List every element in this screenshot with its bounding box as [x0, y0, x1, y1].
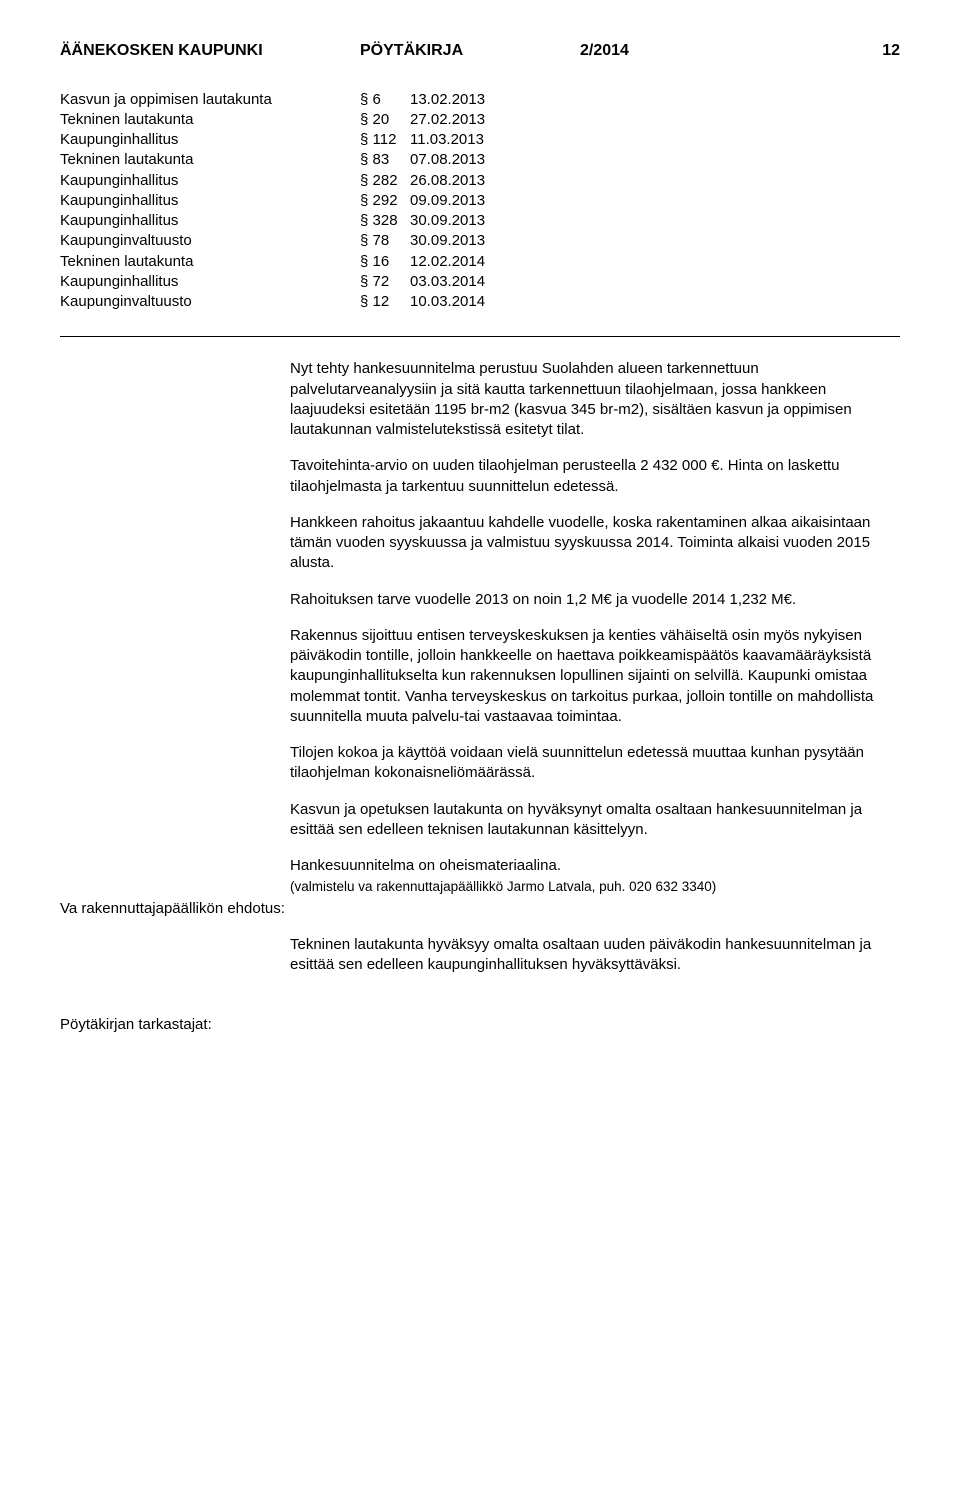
meeting-section: § 6 — [360, 90, 410, 110]
paragraph: Hankesuunnitelma on oheismateriaalina. — [290, 856, 890, 876]
meeting-name: Kaupunginhallitus — [60, 171, 360, 191]
paragraph: Tekninen lautakunta hyväksyy omalta osal… — [290, 935, 890, 976]
body-content: Nyt tehty hankesuunnitelma perustuu Suol… — [290, 359, 890, 876]
meeting-name: Kaupunginhallitus — [60, 211, 360, 231]
meeting-date: 26.08.2013 — [410, 171, 530, 191]
paragraph: Tilojen kokoa ja käyttöä voidaan vielä s… — [290, 743, 890, 784]
meeting-date: 10.03.2014 — [410, 292, 530, 312]
meeting-name: Tekninen lautakunta — [60, 252, 360, 272]
paragraph: Kasvun ja opetuksen lautakunta on hyväks… — [290, 800, 890, 841]
meeting-row: Kaupunginvaltuusto § 78 30.09.2013 — [60, 231, 900, 251]
proposal-content: Tekninen lautakunta hyväksyy omalta osal… — [290, 935, 890, 976]
paragraph: Tavoitehinta-arvio on uuden tilaohjelman… — [290, 456, 890, 497]
meeting-row: Kaupunginhallitus § 292 09.09.2013 — [60, 191, 900, 211]
meeting-date: 27.02.2013 — [410, 110, 530, 130]
meeting-date: 30.09.2013 — [410, 211, 530, 231]
meeting-date: 11.03.2013 — [410, 130, 530, 150]
proposer-label: Va rakennuttajapäällikön ehdotus: — [60, 899, 900, 919]
meeting-date: 13.02.2013 — [410, 90, 530, 110]
meeting-row: Kasvun ja oppimisen lautakunta § 6 13.02… — [60, 90, 900, 110]
header-page: 12 — [700, 40, 900, 62]
divider-line — [60, 336, 900, 337]
meeting-section: § 328 — [360, 211, 410, 231]
meeting-date: 09.09.2013 — [410, 191, 530, 211]
header-issue: 2/2014 — [580, 40, 700, 62]
meeting-section: § 12 — [360, 292, 410, 312]
meeting-section: § 72 — [360, 272, 410, 292]
meeting-name: Kaupunginhallitus — [60, 191, 360, 211]
meeting-section: § 292 — [360, 191, 410, 211]
meeting-section: § 16 — [360, 252, 410, 272]
meeting-date: 07.08.2013 — [410, 150, 530, 170]
meeting-date: 12.02.2014 — [410, 252, 530, 272]
paragraph: Nyt tehty hankesuunnitelma perustuu Suol… — [290, 359, 890, 440]
meeting-section: § 282 — [360, 171, 410, 191]
meeting-row: Tekninen lautakunta § 20 27.02.2013 — [60, 110, 900, 130]
meeting-row: Kaupunginvaltuusto § 12 10.03.2014 — [60, 292, 900, 312]
meeting-row: Kaupunginhallitus § 72 03.03.2014 — [60, 272, 900, 292]
footer-label: Pöytäkirjan tarkastajat: — [60, 1015, 900, 1035]
paragraph: Rahoituksen tarve vuodelle 2013 on noin … — [290, 590, 890, 610]
meeting-name: Kasvun ja oppimisen lautakunta — [60, 90, 360, 110]
meeting-row: Kaupunginhallitus § 282 26.08.2013 — [60, 171, 900, 191]
meeting-row: Tekninen lautakunta § 16 12.02.2014 — [60, 252, 900, 272]
meeting-name: Kaupunginvaltuusto — [60, 292, 360, 312]
meeting-row: Tekninen lautakunta § 83 07.08.2013 — [60, 150, 900, 170]
meeting-section: § 83 — [360, 150, 410, 170]
meeting-name: Kaupunginhallitus — [60, 130, 360, 150]
meeting-list: Kasvun ja oppimisen lautakunta § 6 13.02… — [60, 90, 900, 313]
meeting-section: § 20 — [360, 110, 410, 130]
header-doc-type: PÖYTÄKIRJA — [360, 40, 580, 62]
meeting-date: 30.09.2013 — [410, 231, 530, 251]
meeting-name: Tekninen lautakunta — [60, 110, 360, 130]
meeting-section: § 78 — [360, 231, 410, 251]
meeting-date: 03.03.2014 — [410, 272, 530, 292]
meeting-name: Kaupunginvaltuusto — [60, 231, 360, 251]
meeting-name: Tekninen lautakunta — [60, 150, 360, 170]
paragraph: Rakennus sijoittuu entisen terveyskeskuk… — [290, 626, 890, 727]
meeting-name: Kaupunginhallitus — [60, 272, 360, 292]
meeting-row: Kaupunginhallitus § 112 11.03.2013 — [60, 130, 900, 150]
meeting-row: Kaupunginhallitus § 328 30.09.2013 — [60, 211, 900, 231]
paragraph: Hankkeen rahoitus jakaantuu kahdelle vuo… — [290, 513, 890, 574]
page-header: ÄÄNEKOSKEN KAUPUNKI PÖYTÄKIRJA 2/2014 12 — [60, 40, 900, 62]
header-org: ÄÄNEKOSKEN KAUPUNKI — [60, 40, 360, 62]
meeting-section: § 112 — [360, 130, 410, 150]
preparation-note: (valmistelu va rakennuttajapäällikkö Jar… — [290, 878, 900, 896]
